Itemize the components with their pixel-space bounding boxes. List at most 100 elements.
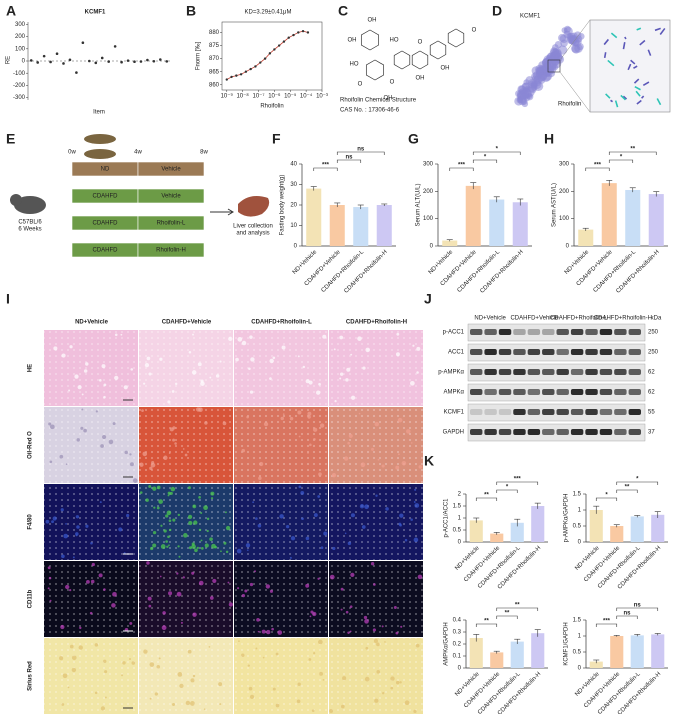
blot-band xyxy=(498,389,512,395)
tissue-spot xyxy=(357,336,362,341)
tissue-spot xyxy=(139,491,143,494)
residue-stick xyxy=(636,99,642,105)
tissue-spot xyxy=(187,514,193,519)
y-tick-label: 0 xyxy=(430,244,434,250)
point xyxy=(297,31,300,34)
column-header: CDAHFD+Vehicle xyxy=(162,320,212,326)
panel-letter: F xyxy=(272,131,281,147)
x-tick-label: 10⁻⁷ xyxy=(253,93,265,100)
micrograph-texture xyxy=(329,561,423,637)
tissue-spot xyxy=(220,550,222,553)
tissue-spot xyxy=(397,453,400,456)
x-tick-label: 10⁻⁴ xyxy=(300,93,313,100)
tissue-spot xyxy=(198,407,203,413)
tissue-spot xyxy=(414,503,420,508)
significance-label: * xyxy=(506,485,509,491)
panel-letter: E xyxy=(6,131,15,147)
tissue-spot xyxy=(376,670,381,674)
tissue-spot xyxy=(373,638,378,643)
point xyxy=(55,52,59,55)
liver xyxy=(238,196,270,217)
y-tick-label: 100 xyxy=(423,216,434,222)
blot-band xyxy=(498,369,512,375)
timepoint: 8w xyxy=(200,150,208,156)
protein-surface xyxy=(535,66,544,76)
bar xyxy=(512,202,528,246)
significance-bracket xyxy=(496,481,539,485)
bar xyxy=(630,516,644,542)
protein-surface xyxy=(551,57,560,66)
bar xyxy=(510,522,524,542)
tissue-spot xyxy=(313,652,316,655)
bar xyxy=(578,229,594,246)
tissue-spot xyxy=(204,543,209,548)
protein-label: AMPKα xyxy=(444,390,465,396)
tissue-spot xyxy=(414,488,417,491)
group-header: ND+Vehicle xyxy=(474,316,506,322)
tissue-spot xyxy=(307,415,311,419)
residue-stick xyxy=(607,59,615,67)
tissue-spot xyxy=(103,395,106,399)
panel-letter: A xyxy=(6,3,16,19)
tissue-spot xyxy=(104,696,107,699)
tissue-spot xyxy=(176,591,182,597)
tissue-spot xyxy=(406,429,411,434)
tissue-spot xyxy=(271,627,274,631)
tissue-spot xyxy=(350,395,356,400)
point xyxy=(244,70,248,73)
tissue-spot xyxy=(250,357,255,362)
tissue-spot xyxy=(63,533,69,539)
tissue-spot xyxy=(265,584,271,589)
tissue-spot xyxy=(179,683,184,689)
blot-band xyxy=(484,369,497,375)
tissue-spot xyxy=(340,587,344,591)
tissue-spot xyxy=(350,572,355,578)
tissue-spot xyxy=(99,379,102,382)
significance-label: *** xyxy=(594,163,602,169)
x-tick-label: CDAHFD+Rhoifolin-H xyxy=(615,249,660,294)
tissue-spot xyxy=(185,700,191,706)
tissue-spot xyxy=(410,442,413,444)
tissue-spot xyxy=(124,450,129,455)
tissue-spot xyxy=(45,519,50,524)
tissue-spot xyxy=(320,546,324,550)
treatment-label: Vehicle xyxy=(161,194,181,200)
tissue-spot xyxy=(131,661,136,665)
protein-surface xyxy=(570,32,579,41)
tissue-spot xyxy=(309,443,312,447)
tissue-spot xyxy=(121,674,124,677)
point xyxy=(88,59,91,63)
blot-band xyxy=(527,329,541,335)
panel-letter: I xyxy=(6,291,10,307)
bar xyxy=(625,189,641,246)
tissue-spot xyxy=(376,642,380,647)
micrograph-texture xyxy=(139,561,233,637)
residue-stick xyxy=(656,98,662,106)
point xyxy=(268,52,272,55)
tissue-spot xyxy=(358,412,361,415)
significance-bracket xyxy=(585,167,610,171)
tissue-spot xyxy=(75,515,80,519)
y-tick-label: 870 xyxy=(209,56,220,62)
residue-stick xyxy=(622,95,628,100)
tissue-spot xyxy=(317,577,320,580)
blot-band xyxy=(542,429,555,435)
tissue-spot xyxy=(163,455,168,460)
tissue-spot xyxy=(81,393,84,396)
blot-band xyxy=(585,369,598,375)
y-tick-label: 100 xyxy=(559,216,570,222)
tissue-spot xyxy=(187,649,192,654)
blot-band xyxy=(585,329,598,335)
y-tick-label: 0 xyxy=(458,666,462,672)
tissue-spot xyxy=(395,465,400,470)
zoom-connector xyxy=(559,19,591,61)
tissue-spot xyxy=(61,703,65,706)
food-pile xyxy=(84,149,116,159)
blot-band xyxy=(542,329,555,335)
tissue-spot xyxy=(400,625,403,628)
significance-label: ** xyxy=(515,603,520,609)
micrograph-texture xyxy=(44,561,138,637)
tissue-spot xyxy=(161,625,167,631)
tissue-spot xyxy=(177,513,181,517)
blot-band xyxy=(585,389,598,395)
